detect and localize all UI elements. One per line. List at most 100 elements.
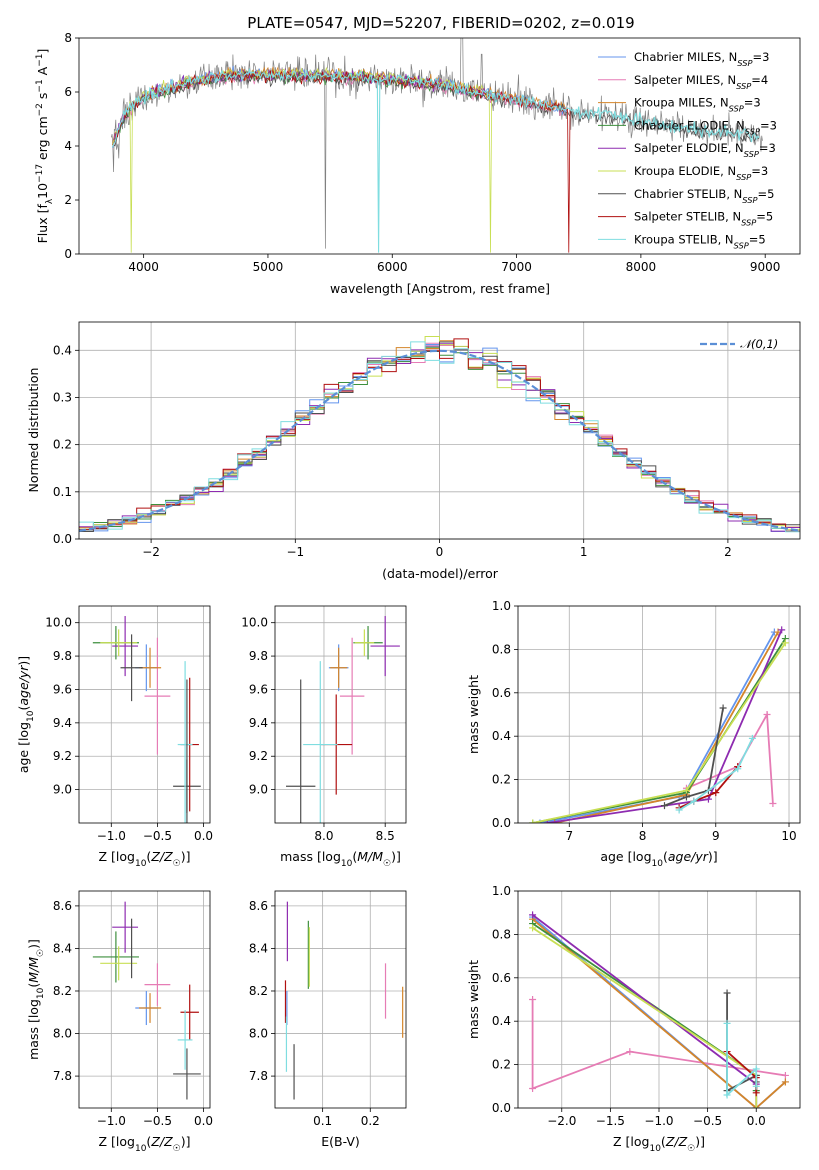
y-tick-label: 2: [64, 193, 72, 207]
x-tick-label: 0.0: [747, 1114, 766, 1128]
y-axis-label: Flux [fλ10−17 erg cm−2 s−1 A−1]: [35, 49, 55, 244]
x-tick-label: 0.0: [194, 1114, 213, 1128]
x-tick-label: −1.0: [97, 829, 126, 843]
y-tick-label: 4: [64, 139, 72, 153]
plot-area-mass-vs-EBV: [284, 901, 404, 1100]
axes-frame: [78, 890, 211, 1109]
weight-marker: [682, 793, 690, 801]
y-tick-label: 6: [64, 85, 72, 99]
plot-area-spectrum: [110, 38, 763, 253]
weight-line: [678, 737, 754, 811]
y-axis-label: mass weight: [466, 960, 481, 1039]
x-tick-label: 0.0: [194, 829, 213, 843]
y-axis-label: Normed distribution: [26, 368, 41, 493]
x-tick-label: −1: [286, 545, 304, 559]
y-tick-label: 9.8: [249, 649, 268, 663]
legend-label: Salpeter STELIB, NSSP=5: [634, 210, 773, 228]
x-axis-label: Z [log10(Z/Z☉)]: [613, 1134, 705, 1154]
weight-marker: [778, 626, 786, 634]
y-axis-label: mass weight: [466, 675, 481, 754]
axes-mass-weight-vs-Z: −2.0 −1.5 −1.0 −0.5 0.0 0.0 0.2 0.4 0.6 0.8 1.0 Z […: [466, 884, 801, 1154]
y-axis-label: age [log10(age/yr)]: [16, 656, 36, 773]
weight-marker: [551, 819, 559, 823]
y-tick-label: 9.8: [53, 649, 72, 663]
y-tick-label: 8.4: [249, 941, 268, 955]
model-spectrum-9: [112, 67, 760, 253]
x-axis-label: Z [log10(Z/Z☉)]: [99, 849, 191, 869]
axes-frame: [517, 605, 801, 824]
y-tick-label: 10.0: [241, 616, 268, 630]
x-tick-label: 8.0: [314, 829, 333, 843]
axes-frame: [274, 890, 407, 1109]
weight-marker: [529, 911, 537, 919]
x-tick-label: 7: [565, 829, 573, 843]
weight-line: [726, 1023, 758, 1097]
legend: Chabrier MILES, NSSP=3 Salpeter MILES, NS…: [598, 50, 777, 250]
histogram-7: [79, 341, 800, 533]
weight-marker: [723, 1091, 731, 1099]
axes-mass-vs-EBV: 0.1 0.2 7.8 8.0 8.2 8.4 8.6 E(B-V): [249, 890, 407, 1149]
y-tick-label: 9.6: [53, 682, 72, 696]
x-tick-label: 0.2: [361, 1114, 380, 1128]
weight-line: [678, 765, 739, 809]
y-tick-label: 9.6: [249, 682, 268, 696]
weight-marker: [529, 819, 537, 823]
y-tick-label: 8.2: [249, 984, 268, 998]
y-tick-label: 8: [64, 31, 72, 45]
y-tick-label: 1.0: [492, 884, 511, 898]
y-tick-label: 0.3: [53, 390, 72, 404]
x-tick-label: 8: [639, 829, 647, 843]
y-tick-label: 0.2: [492, 773, 511, 787]
y-tick-label: 8.2: [53, 984, 72, 998]
plot-area-mass-weight-vs-age: [529, 626, 789, 823]
axes-frame: [78, 605, 211, 824]
y-axis-label: mass [log10(M/M☉)]: [26, 939, 46, 1060]
weight-marker: [752, 1065, 760, 1073]
x-tick-label: −0.5: [693, 1114, 722, 1128]
x-tick-label: 0.1: [313, 1114, 332, 1128]
weight-marker: [723, 989, 731, 997]
axes-frame: [274, 605, 407, 824]
y-tick-label: 9.2: [249, 749, 268, 763]
weight-marker: [763, 711, 771, 718]
x-axis-label: age [log10(age/yr)]: [600, 849, 717, 869]
legend-label: Kroupa ELODIE, NSSP=3: [634, 164, 768, 182]
figure-title: PLATE=0547, MJD=52207, FIBERID=0202, z=0…: [247, 14, 634, 32]
plot-area-mass-weight-vs-Z: [529, 911, 789, 1108]
y-tick-label: 7.8: [249, 1069, 268, 1083]
x-axis-label: E(B-V): [321, 1134, 360, 1149]
legend-label: Salpeter ELODIE, NSSP=3: [634, 141, 776, 159]
weight-marker: [712, 789, 720, 797]
y-tick-label: 0.2: [492, 1058, 511, 1072]
axes-frame: [78, 321, 801, 540]
plot-area-residual-histogram: [79, 336, 800, 533]
y-tick-label: 10.0: [45, 616, 72, 630]
x-tick-label: −1.5: [596, 1114, 625, 1128]
x-tick-label: 2: [724, 545, 732, 559]
y-tick-label: 0.0: [492, 816, 511, 830]
legend-label: Chabrier MILES, NSSP=3: [634, 50, 769, 68]
weight-marker: [626, 1048, 634, 1056]
axes-frame: [517, 890, 801, 1109]
y-tick-label: 9.2: [53, 749, 72, 763]
weight-marker: [752, 1089, 760, 1097]
plot-area-age-vs-Z: [92, 616, 201, 823]
x-tick-label: −2: [142, 545, 160, 559]
plot-area-mass-vs-Z: [92, 901, 201, 1100]
x-tick-label: −1.0: [644, 1114, 673, 1128]
weight-marker: [682, 786, 690, 794]
weight-marker: [704, 795, 712, 803]
y-tick-label: 0.0: [53, 532, 72, 546]
y-tick-label: 0.4: [53, 343, 72, 357]
x-tick-label: 1: [580, 545, 588, 559]
y-tick-label: 1.0: [492, 599, 511, 613]
axes-mass-weight-vs-age: 7 8 9 10 0.0 0.2 0.4 0.6 0.8 1.0 age [log10(age/yr…: [466, 599, 801, 869]
weight-line: [532, 918, 787, 1108]
x-tick-label: 7000: [501, 260, 532, 274]
x-axis-label: mass [log10(M/M☉)]: [280, 849, 401, 869]
legend-label: Chabrier STELIB, NSSP=5: [634, 187, 774, 205]
weight-line: [531, 999, 786, 1090]
y-tick-label: 9.0: [53, 783, 72, 797]
plot-area-age-vs-mass: [286, 616, 400, 823]
weight-marker: [781, 1078, 789, 1086]
